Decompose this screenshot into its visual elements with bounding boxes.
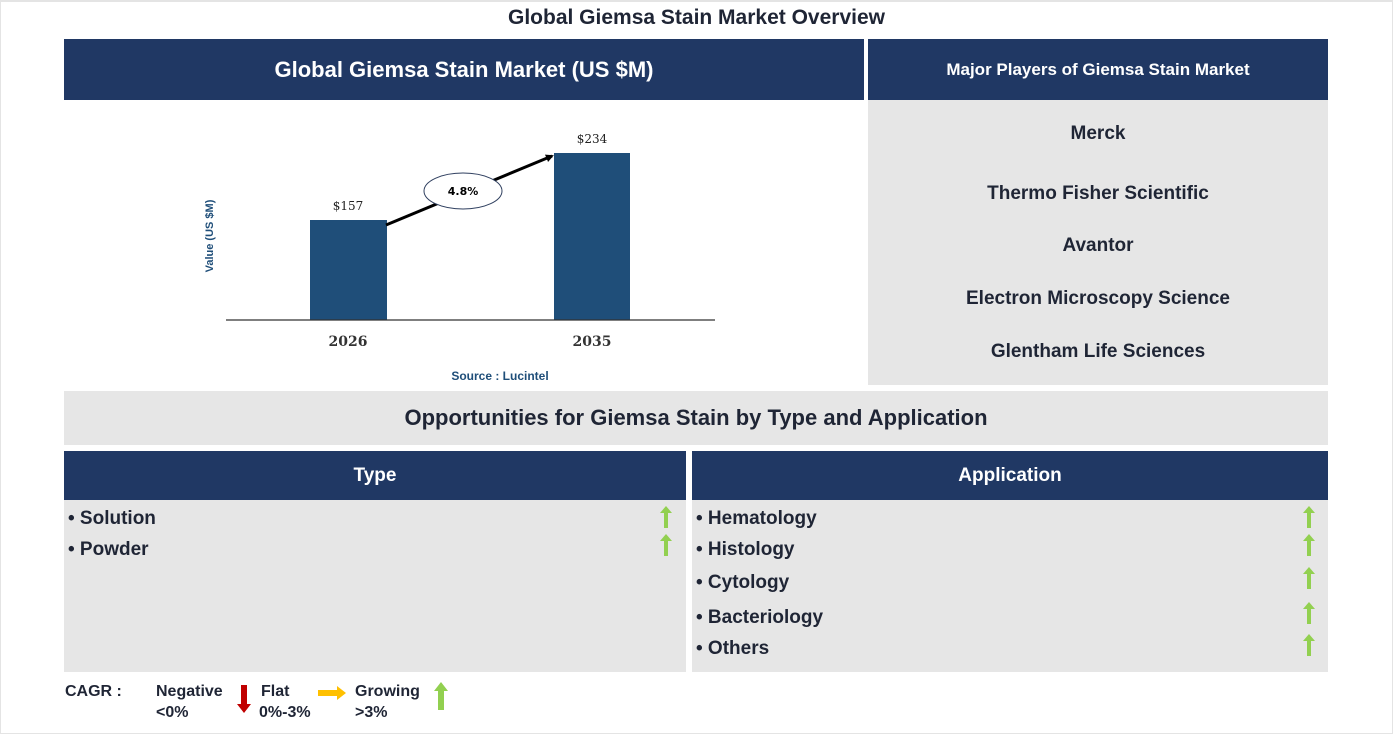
application-item-histology: • Histology	[696, 539, 795, 560]
legend-negative-name: Negative	[156, 683, 223, 700]
application-item-cytology: • Cytology	[696, 572, 790, 593]
growing-arrow-icon	[660, 534, 672, 556]
growing-arrow-icon	[1303, 506, 1315, 528]
x-tick-2026: 2026	[329, 334, 368, 350]
player-item: Merck	[1070, 123, 1126, 144]
major-players-list: Merck Thermo Fisher Scientific Avantor E…	[868, 100, 1328, 385]
negative-arrow-icon	[237, 685, 251, 713]
page-title: Global Giemsa Stain Market Overview	[508, 6, 885, 29]
legend-flat-name: Flat	[261, 683, 290, 700]
major-players-header: Major Players of Giemsa Stain Market	[868, 39, 1328, 100]
player-item: Electron Microscopy Science	[966, 288, 1230, 309]
legend-label: CAGR :	[65, 683, 122, 700]
cagr-legend: CAGR : Negative <0% Flat 0%-3% Growing >…	[64, 682, 484, 722]
player-item: Thermo Fisher Scientific	[987, 183, 1209, 204]
market-bar-chart: Value (US $M) $157 $234 2026 2035 4.8% S…	[64, 100, 864, 390]
application-item-bacteriology: • Bacteriology	[696, 607, 824, 628]
type-header: Type	[64, 451, 686, 500]
growing-arrow-icon	[1303, 534, 1315, 556]
application-list: • Hematology • Histology • Cytology • Ba…	[692, 500, 1328, 672]
flat-arrow-icon	[318, 686, 346, 700]
application-item-others: • Others	[696, 638, 770, 659]
opportunities-title: Opportunities for Giemsa Stain by Type a…	[64, 391, 1328, 445]
type-item-powder: • Powder	[68, 539, 149, 560]
legend-negative-range: <0%	[156, 704, 189, 721]
player-item: Avantor	[1062, 235, 1134, 256]
cagr-ellipse	[423, 172, 503, 210]
market-chart-header: Global Giemsa Stain Market (US $M)	[64, 39, 864, 100]
growing-arrow-icon	[434, 682, 448, 710]
bar-2026	[310, 220, 387, 320]
type-list: • Solution • Powder	[64, 500, 686, 672]
legend-growing-name: Growing	[355, 683, 420, 700]
application-header: Application	[692, 451, 1328, 500]
bar-value-label-2026: $157	[333, 199, 364, 213]
type-item-solution: • Solution	[68, 508, 156, 529]
growing-arrow-icon	[660, 506, 672, 528]
growing-arrow-icon	[1303, 567, 1315, 589]
application-item-hematology: • Hematology	[696, 508, 817, 529]
x-tick-2035: 2035	[573, 334, 612, 350]
legend-flat-range: 0%-3%	[259, 704, 311, 721]
growing-arrow-icon	[1303, 634, 1315, 656]
chart-source: Source : Lucintel	[451, 369, 548, 383]
bar-value-label-2035: $234	[577, 132, 608, 146]
growing-arrow-icon	[1303, 602, 1315, 624]
bar-2035	[554, 153, 630, 320]
player-item: Glentham Life Sciences	[990, 341, 1206, 362]
y-axis-label: Value (US $M)	[204, 199, 216, 272]
legend-growing-range: >3%	[355, 704, 388, 721]
cagr-label: 4.8%	[448, 185, 479, 198]
